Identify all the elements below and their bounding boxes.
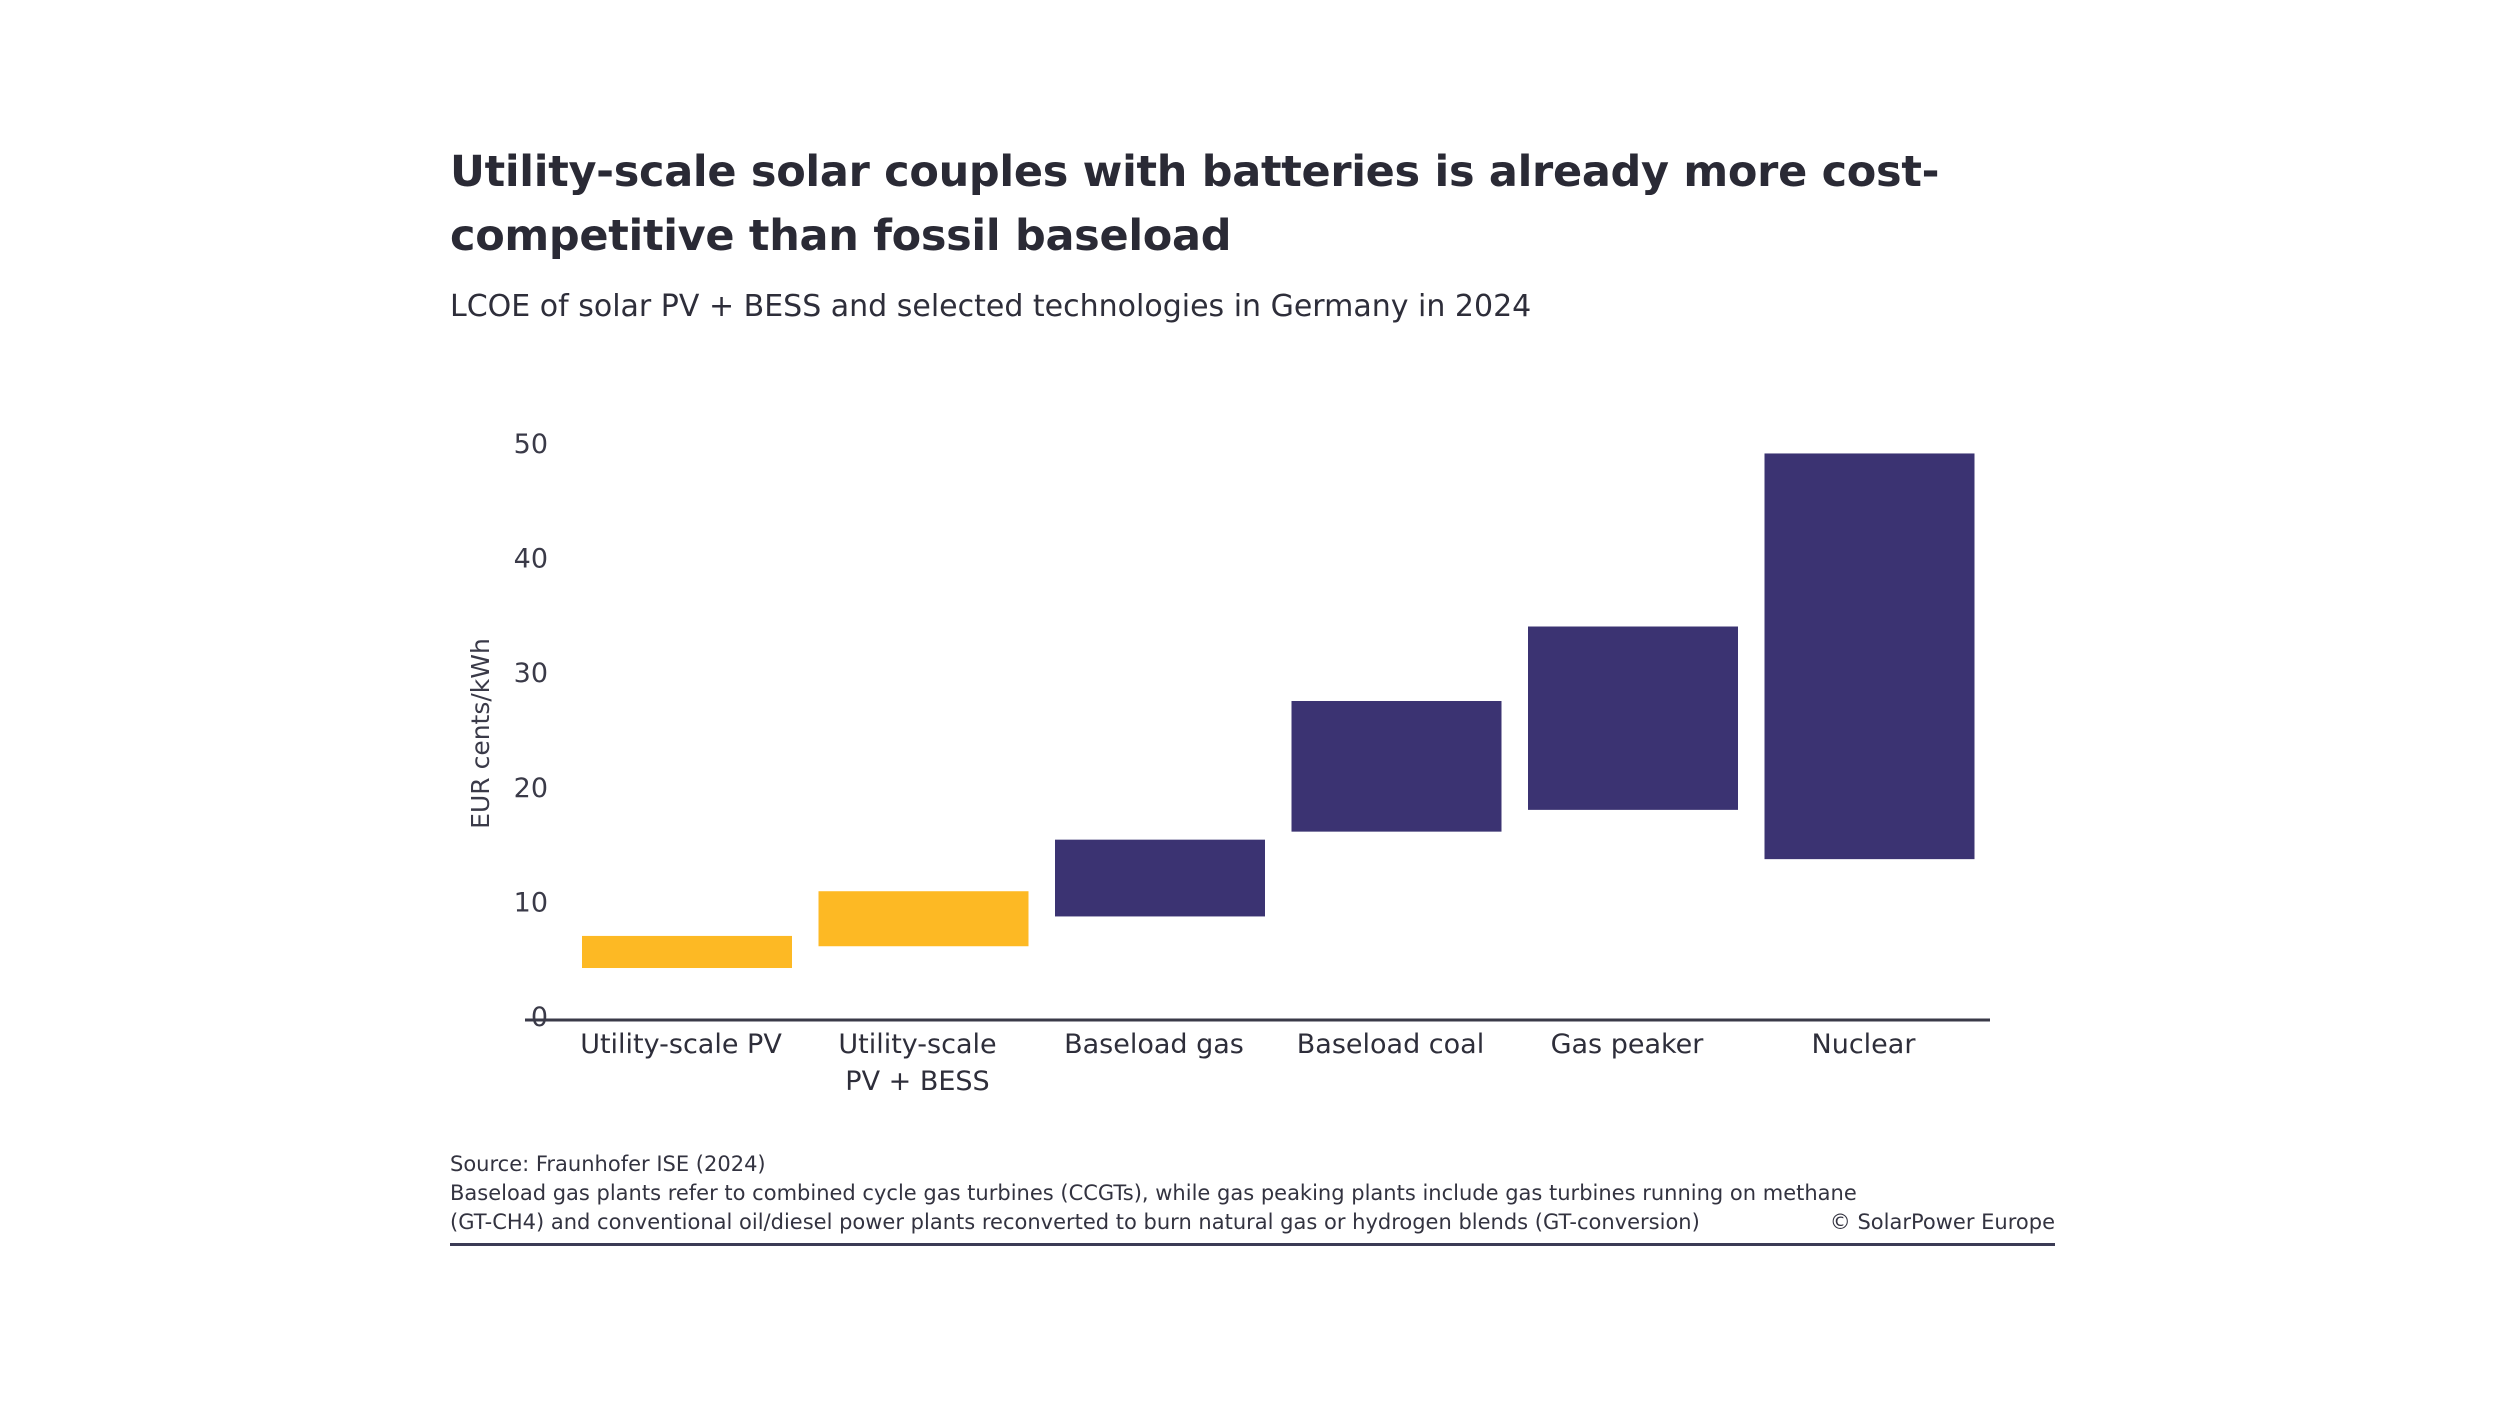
- chart-notes: Source: Fraunhofer ISE (2024) Baseload g…: [450, 1150, 2055, 1237]
- x-tick-label: Utility-scale PV: [580, 1029, 782, 1060]
- bar-baseload-coal: [1291, 700, 1502, 832]
- copyright-label: © SolarPower Europe: [1829, 1210, 2055, 1234]
- chart-subtitle: LCOE of solar PV + BESS and selected tec…: [450, 289, 1532, 324]
- x-tick-label: PV + BESS: [845, 1066, 989, 1097]
- footnote-line-1: Baseload gas plants refer to combined cy…: [450, 1181, 1857, 1205]
- bar-gas-peaker: [1528, 626, 1738, 810]
- x-axis: Utility-scale PV Utility-scale PV + BESS Ba…: [525, 1018, 1990, 1097]
- footer-divider: [450, 1243, 2055, 1246]
- y-tick-label: 30: [514, 658, 548, 689]
- y-tick-label: 10: [514, 887, 548, 918]
- y-tick-label: 40: [514, 544, 548, 575]
- bar-utility-scale-pv: [582, 935, 792, 969]
- y-axis-label: EUR cents/kWh: [466, 638, 495, 829]
- x-tick-label: Utility-scale: [838, 1029, 996, 1060]
- footnote-line-2: (GT-CH4) and conventional oil/diesel pow…: [450, 1210, 1700, 1234]
- source-note: Source: Fraunhofer ISE (2024): [450, 1152, 766, 1176]
- bar-nuclear: [1764, 453, 1975, 860]
- x-tick-label: Nuclear: [1812, 1029, 1917, 1060]
- bar-baseload-gas: [1055, 839, 1265, 917]
- y-tick-label: 0: [531, 1002, 548, 1033]
- bars: [582, 453, 1975, 969]
- bar-utility-scale-pv-bess: [818, 891, 1029, 947]
- y-tick-label: 20: [514, 773, 548, 804]
- x-tick-label: Baseload gas: [1064, 1029, 1244, 1060]
- y-axis: 0 10 20 30 40 50 EUR cents/kWh: [466, 429, 548, 1033]
- x-tick-label: Gas peaker: [1551, 1029, 1705, 1060]
- x-tick-label: Baseload coal: [1297, 1029, 1484, 1060]
- y-tick-label: 50: [514, 429, 548, 460]
- chart-title: Utility-scale solar couples with batteri…: [450, 147, 1940, 261]
